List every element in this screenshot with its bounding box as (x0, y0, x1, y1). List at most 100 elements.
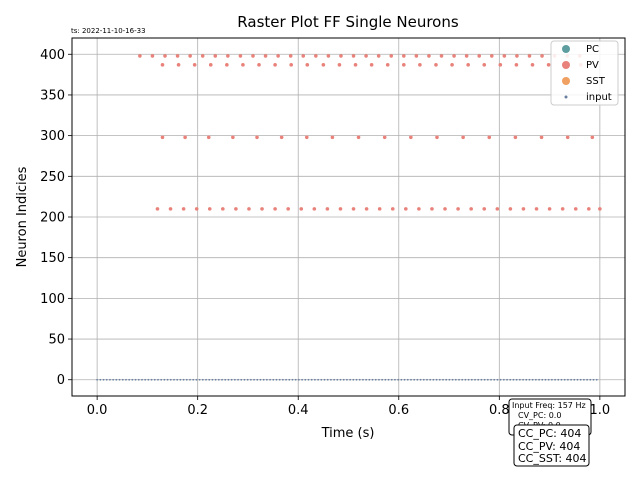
input-spike (240, 378, 243, 381)
input-spike (586, 378, 588, 381)
pv-spike (385, 63, 390, 67)
legend-box (550, 40, 619, 106)
input-spike (195, 378, 198, 381)
input-spike (570, 378, 572, 381)
pv-spike (418, 63, 422, 67)
input-spike (230, 378, 233, 381)
pv-spike (286, 207, 290, 211)
input-spike (330, 378, 332, 381)
input-spike (371, 378, 374, 381)
input-spike (422, 378, 425, 381)
pv-spike (435, 135, 439, 140)
input-spike (336, 378, 339, 381)
input-spike (512, 378, 515, 381)
input-spike (153, 378, 156, 381)
cc-info-box: CC_PC: 404 CC_PV: 404 CC_SST: 404 (513, 424, 590, 467)
input-spike (525, 378, 528, 381)
input-spike (506, 378, 508, 381)
pv-spike (263, 54, 268, 58)
pv-spike (238, 54, 243, 58)
legend-marker-input (564, 95, 568, 99)
pv-spike (338, 207, 343, 211)
pv-spike (598, 207, 602, 211)
input-spike (352, 378, 355, 381)
pv-spike (305, 63, 310, 67)
input-spike (182, 378, 185, 381)
input-spike (563, 378, 566, 381)
pv-spike (514, 63, 519, 67)
input-spike (550, 378, 553, 381)
input-spike (294, 378, 297, 381)
pv-spike (160, 63, 165, 67)
input-spike (442, 378, 444, 381)
input-spike (272, 378, 275, 381)
input-spike (384, 378, 387, 381)
input-spike (397, 378, 400, 381)
input-spike (243, 378, 246, 381)
y-axis-label: Neuron Indicies (15, 166, 30, 267)
input-spike (394, 378, 396, 381)
pv-spike (404, 207, 408, 211)
pv-spike (325, 207, 330, 211)
input-spike (208, 378, 211, 381)
pv-spike (255, 135, 259, 140)
input-spike (400, 378, 403, 381)
pv-spike (339, 54, 343, 58)
input-spike (246, 378, 249, 381)
pv-spike (587, 207, 591, 211)
input-spike (470, 378, 473, 381)
y-axis-ticks: 0 50 100 150 200 250 300 350 400 (40, 48, 72, 388)
input-spike (429, 378, 432, 381)
input-spike (413, 378, 416, 381)
pv-spike (508, 207, 513, 211)
input-spike (410, 378, 412, 381)
pv-spike (226, 54, 230, 58)
input-spike (214, 378, 217, 381)
legend-label-sst: SST (586, 76, 606, 87)
input-spike (557, 378, 560, 381)
pv-spike (364, 207, 369, 211)
x-tick-label: 0.0 (87, 403, 108, 418)
input-spike (419, 378, 422, 381)
pv-spike (257, 63, 261, 67)
input-spike (211, 378, 214, 381)
input-spike (522, 378, 524, 381)
pv-spike (482, 207, 487, 211)
input-spike (198, 378, 201, 381)
legend-label-pv: PV (586, 60, 599, 71)
input-spike (339, 378, 342, 381)
grid-lines (72, 38, 625, 396)
input-spike (265, 378, 268, 381)
x-axis-ticks: 0.0 0.2 0.4 0.6 0.8 1.0 (87, 396, 610, 418)
pv-spike (163, 54, 167, 58)
pv-spike (502, 54, 507, 58)
input-spike (560, 378, 563, 381)
y-tick-label: 0 (57, 373, 65, 388)
pv-spike (353, 63, 358, 67)
pv-spike (276, 54, 280, 58)
pv-spike (321, 63, 326, 67)
pv-spike (175, 54, 180, 58)
input-spike (173, 378, 175, 381)
timestamp-note: ts: 2022-11-10-16-33 (71, 27, 146, 35)
input-spike (378, 378, 380, 381)
pv-spike (326, 54, 331, 58)
input-spike (185, 378, 188, 381)
pv-spike (456, 207, 460, 211)
input-spike (528, 378, 531, 381)
input-spike (349, 378, 352, 381)
pv-spike (547, 207, 552, 211)
pv-spike (513, 135, 518, 140)
input-spike (381, 378, 384, 381)
input-spike (288, 378, 291, 381)
pv-spike (590, 135, 595, 140)
pv-spike (247, 207, 251, 211)
input-spike (509, 378, 512, 381)
input-spike (458, 378, 460, 381)
input-spike (112, 378, 115, 381)
pv-spike (434, 63, 438, 67)
input-spike (358, 378, 361, 381)
pv-spike (168, 207, 173, 211)
pv-spike (450, 63, 454, 67)
input-spike (297, 378, 300, 381)
